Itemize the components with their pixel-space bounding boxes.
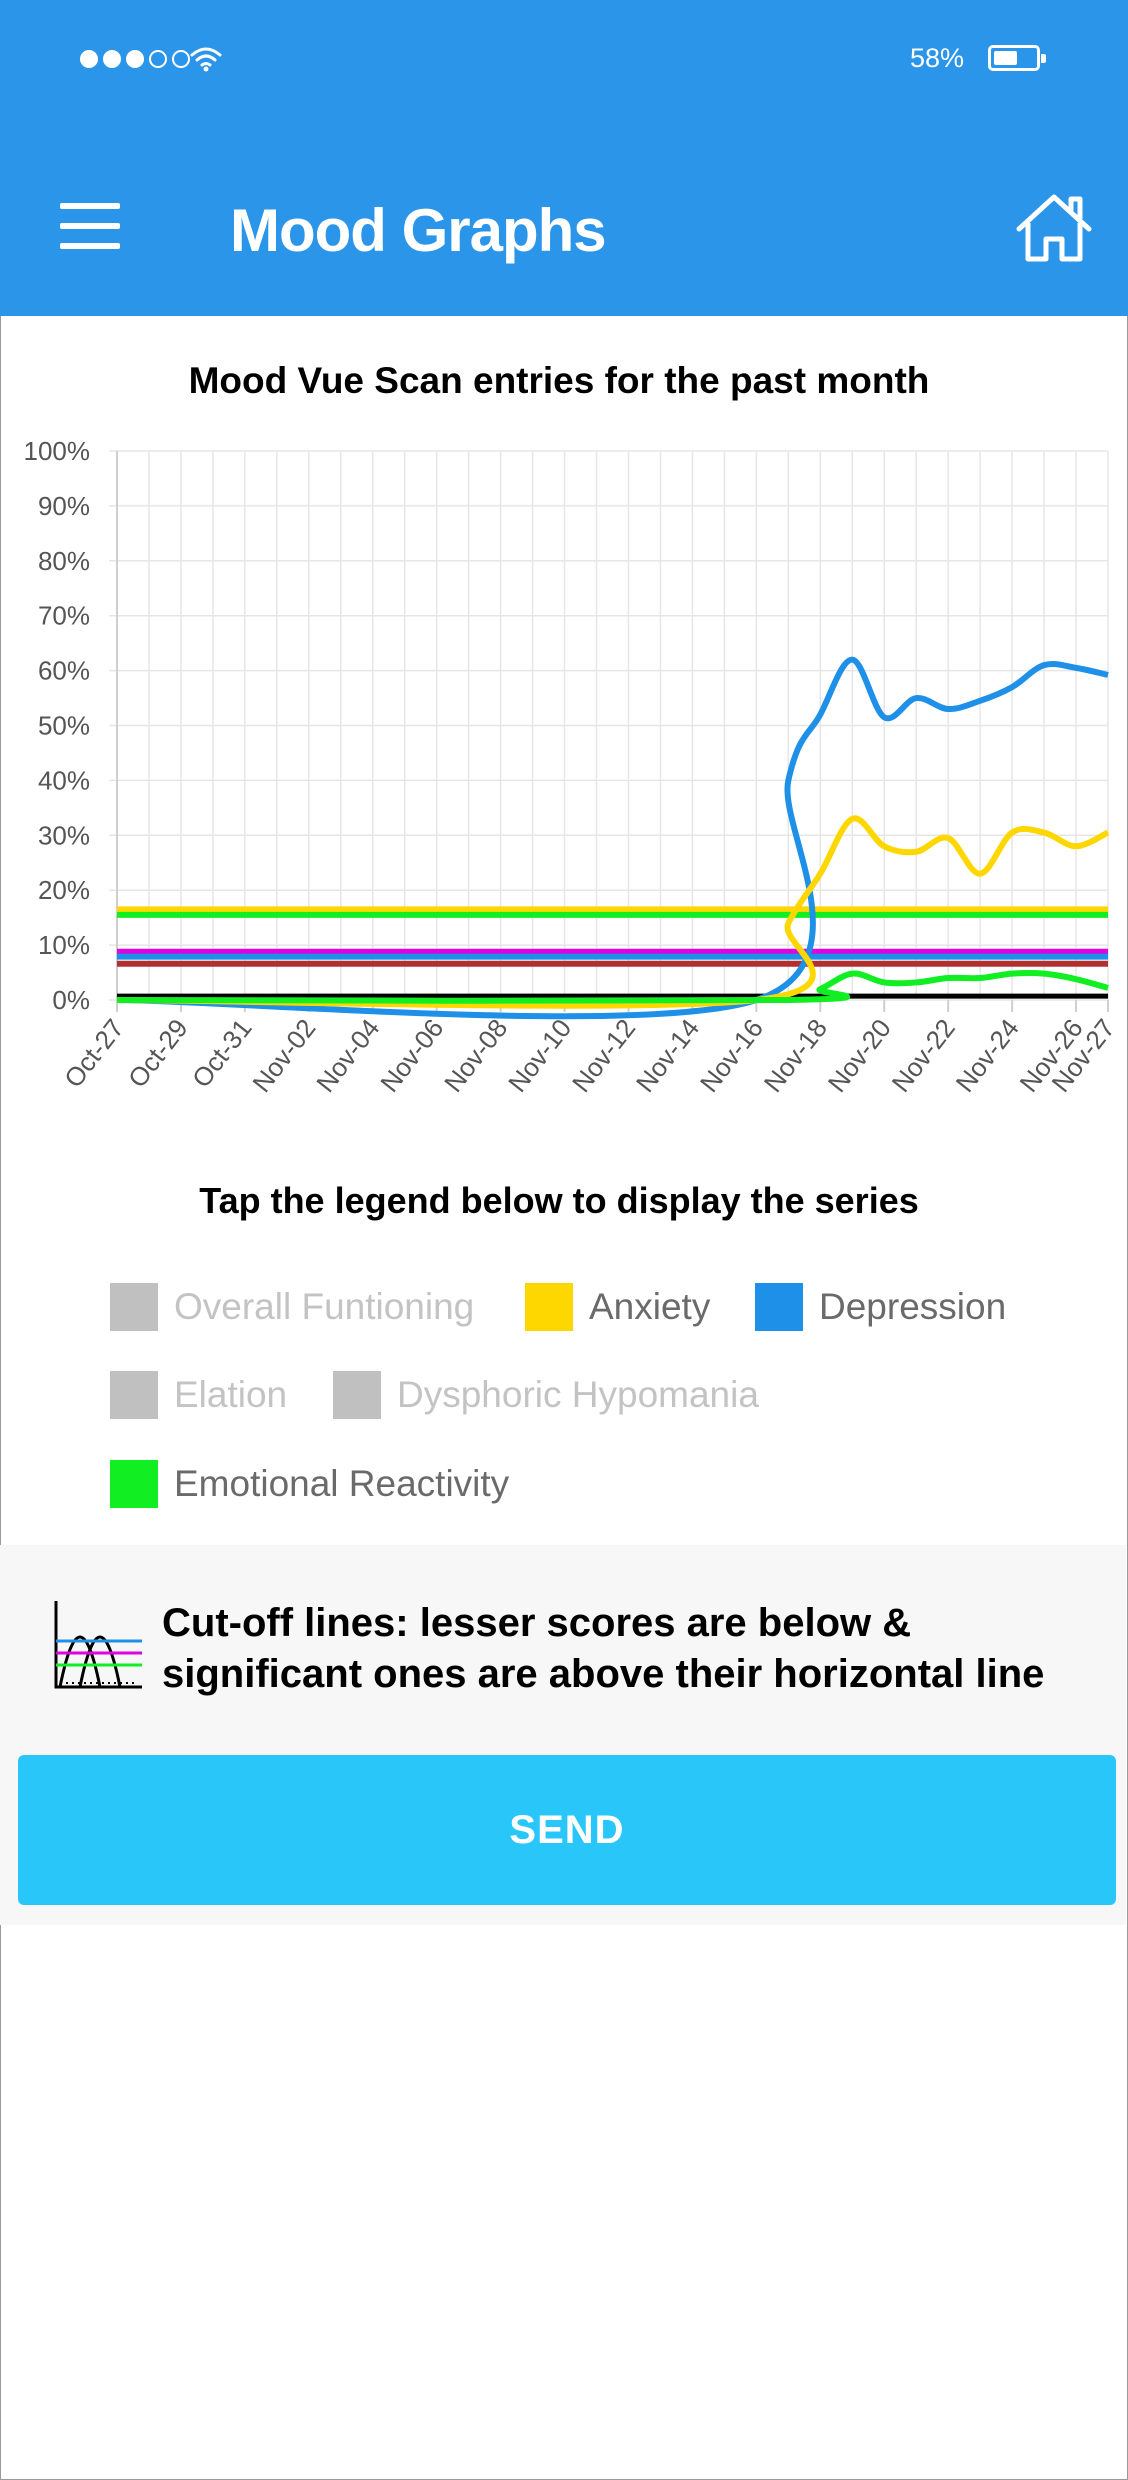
legend-prompt: Tap the legend below to display the seri…	[199, 1180, 919, 1221]
y-tick-label: 100%	[24, 436, 91, 466]
cutoff-note-text: Cut-off lines: lesser scores are below &…	[162, 1601, 1045, 1696]
legend-item-overall-funtioning[interactable]: Overall Funtioning	[110, 1283, 474, 1331]
x-tick-label: Nov-10	[502, 1013, 577, 1098]
signal-dot	[80, 50, 98, 68]
battery-percent: 58%	[910, 43, 965, 73]
y-tick-label: 40%	[38, 765, 90, 795]
legend-swatch	[110, 1371, 158, 1419]
series-line-depression	[116, 656, 1109, 1020]
y-tick-label: 30%	[38, 820, 90, 850]
x-tick-label: Nov-02	[246, 1013, 321, 1098]
battery-level	[994, 51, 1017, 65]
legend-item-elation[interactable]: Elation	[110, 1371, 287, 1419]
legend-swatch	[110, 1460, 158, 1508]
legend-label: Depression	[819, 1286, 1007, 1327]
legend-swatch	[525, 1283, 573, 1331]
y-tick-label: 10%	[38, 930, 90, 960]
y-tick-label: 80%	[38, 546, 90, 576]
signal-dot	[172, 50, 190, 68]
x-tick-label: Nov-12	[566, 1013, 641, 1098]
y-tick-label: 70%	[38, 601, 90, 631]
legend-label: Overall Funtioning	[174, 1286, 475, 1327]
legend-item-anxiety[interactable]: Anxiety	[525, 1283, 710, 1331]
chart-title: Mood Vue Scan entries for the past month	[188, 360, 930, 401]
x-tick-label: Nov-22	[886, 1013, 961, 1098]
hamburger-menu-icon[interactable]	[60, 203, 122, 251]
x-tick-label: Nov-06	[374, 1013, 449, 1098]
status-bar: 58%	[0, 0, 1128, 118]
y-tick-label: 60%	[38, 656, 90, 686]
x-tick-label: Nov-04	[310, 1013, 385, 1098]
legend-swatch	[110, 1283, 158, 1331]
legend-item-depression[interactable]: Depression	[755, 1283, 1006, 1331]
x-tick-label: Oct-29	[122, 1013, 194, 1093]
legend-label: Anxiety	[589, 1286, 711, 1327]
x-tick-label: Nov-24	[950, 1013, 1025, 1098]
signal-dot	[103, 50, 121, 68]
legend-item-emotional-reactivity[interactable]: Emotional Reactivity	[110, 1460, 509, 1508]
x-tick-label: Nov-18	[758, 1013, 833, 1098]
mood-line-chart: 0%10%20%30%40%50%60%70%80%90%100%Oct-27O…	[24, 436, 1121, 1098]
battery-icon	[988, 45, 1046, 71]
x-tick-label: Oct-31	[186, 1013, 258, 1093]
y-tick-label: 0%	[52, 985, 90, 1015]
home-icon[interactable]	[1015, 193, 1093, 263]
signal-dot	[126, 50, 144, 68]
x-tick-label: Nov-16	[694, 1013, 769, 1098]
legend-label: Emotional Reactivity	[174, 1463, 510, 1504]
legend-swatch	[755, 1283, 803, 1331]
y-tick-label: 90%	[38, 491, 90, 521]
x-tick-label: Nov-14	[630, 1013, 705, 1098]
y-tick-label: 20%	[38, 875, 90, 905]
send-button[interactable]: SEND	[18, 1755, 1116, 1905]
legend-label: Dysphoric Hypomania	[397, 1374, 759, 1415]
cutoff-lines-icon	[54, 1601, 142, 1689]
y-tick-label: 50%	[38, 711, 90, 741]
x-tick-label: Nov-08	[438, 1013, 513, 1098]
x-tick-label: Oct-27	[58, 1013, 130, 1093]
x-tick-label: Nov-20	[822, 1013, 897, 1098]
legend-item-dysphoric-hypomania[interactable]: Dysphoric Hypomania	[333, 1371, 759, 1419]
signal-dot	[149, 50, 167, 68]
series-line-emotional-reactivity	[116, 970, 1109, 1004]
app-bar: Mood Graphs	[0, 118, 1128, 316]
signal-dots-icon	[80, 50, 190, 68]
legend-swatch	[333, 1371, 381, 1419]
legend-label: Elation	[174, 1374, 288, 1415]
page-title: Mood Graphs	[230, 197, 607, 264]
wifi-icon	[190, 47, 222, 72]
